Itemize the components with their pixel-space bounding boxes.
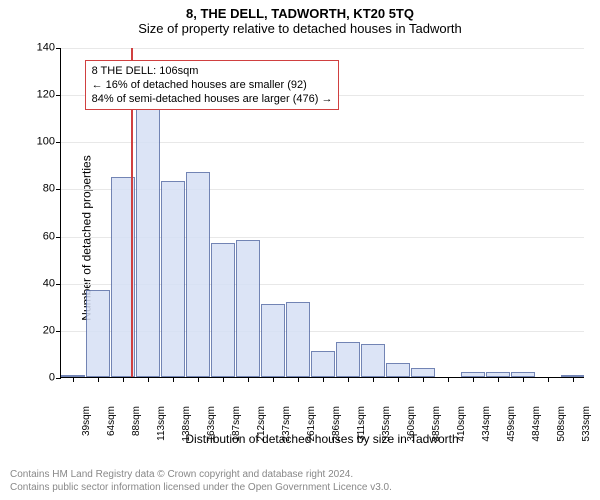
histogram-bar: [336, 342, 360, 377]
title-address: 8, THE DELL, TADWORTH, KT20 5TQ: [0, 0, 600, 21]
x-axis-title: Distribution of detached houses by size …: [60, 432, 584, 446]
plot-area: 02040608010012014039sqm64sqm88sqm113sqm1…: [60, 48, 584, 378]
footer-line1: Contains HM Land Registry data © Crown c…: [10, 468, 392, 481]
footer-attribution: Contains HM Land Registry data © Crown c…: [10, 468, 392, 494]
title-subtitle: Size of property relative to detached ho…: [0, 21, 600, 40]
histogram-bar: [311, 351, 335, 377]
y-tick-label: 0: [49, 373, 61, 384]
footer-line2: Contains public sector information licen…: [10, 481, 392, 494]
histogram-bar: [211, 243, 235, 377]
histogram-bar: [186, 172, 210, 377]
y-tick-label: 80: [43, 184, 61, 195]
histogram-bar: [361, 344, 385, 377]
histogram-bar: [286, 302, 310, 377]
y-tick-label: 20: [43, 325, 61, 336]
y-tick-label: 120: [37, 90, 61, 101]
y-tick-label: 140: [37, 43, 61, 54]
annotation-box: 8 THE DELL: 106sqm← 16% of detached hous…: [85, 60, 340, 111]
chart-container: Number of detached properties 0204060801…: [0, 40, 600, 435]
histogram-bar: [236, 240, 260, 377]
y-tick-label: 40: [43, 278, 61, 289]
histogram-bar: [136, 99, 160, 377]
y-tick-label: 100: [37, 137, 61, 148]
y-tick-label: 60: [43, 231, 61, 242]
histogram-bar: [386, 363, 410, 377]
annotation-line: 8 THE DELL: 106sqm: [92, 64, 333, 78]
histogram-bar: [161, 181, 185, 377]
histogram-bar: [411, 368, 435, 377]
histogram-bar: [86, 290, 110, 377]
annotation-line: 84% of semi-detached houses are larger (…: [92, 92, 333, 106]
histogram-bar: [261, 304, 285, 377]
annotation-line: ← 16% of detached houses are smaller (92…: [92, 78, 333, 92]
